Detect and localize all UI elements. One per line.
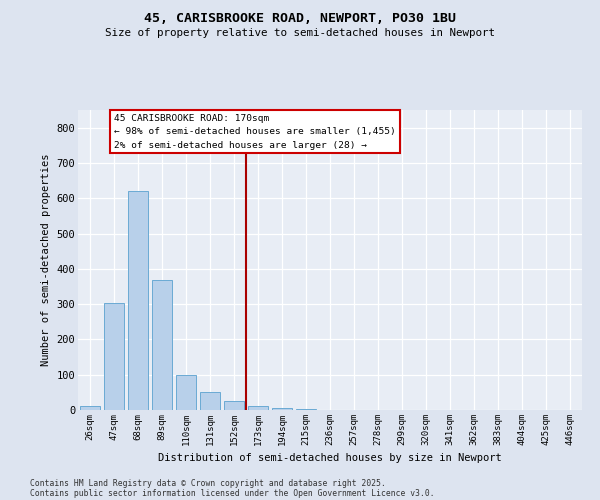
Bar	[176, 374, 196, 410]
Text: Contains public sector information licensed under the Open Government Licence v3: Contains public sector information licen…	[30, 488, 434, 498]
Bar	[152, 280, 172, 410]
Bar	[104, 303, 124, 410]
Text: Contains HM Land Registry data © Crown copyright and database right 2025.: Contains HM Land Registry data © Crown c…	[30, 478, 386, 488]
Bar	[80, 406, 100, 410]
Bar	[200, 392, 220, 410]
Text: 45, CARISBROOKE ROAD, NEWPORT, PO30 1BU: 45, CARISBROOKE ROAD, NEWPORT, PO30 1BU	[144, 12, 456, 26]
Bar	[224, 401, 244, 410]
Text: 45 CARISBROOKE ROAD: 170sqm
← 98% of semi-detached houses are smaller (1,455)
2%: 45 CARISBROOKE ROAD: 170sqm ← 98% of sem…	[114, 114, 396, 150]
Bar	[248, 406, 268, 410]
Y-axis label: Number of semi-detached properties: Number of semi-detached properties	[41, 154, 51, 366]
Bar	[128, 191, 148, 410]
X-axis label: Distribution of semi-detached houses by size in Newport: Distribution of semi-detached houses by …	[158, 454, 502, 464]
Bar	[272, 408, 292, 410]
Text: Size of property relative to semi-detached houses in Newport: Size of property relative to semi-detach…	[105, 28, 495, 38]
